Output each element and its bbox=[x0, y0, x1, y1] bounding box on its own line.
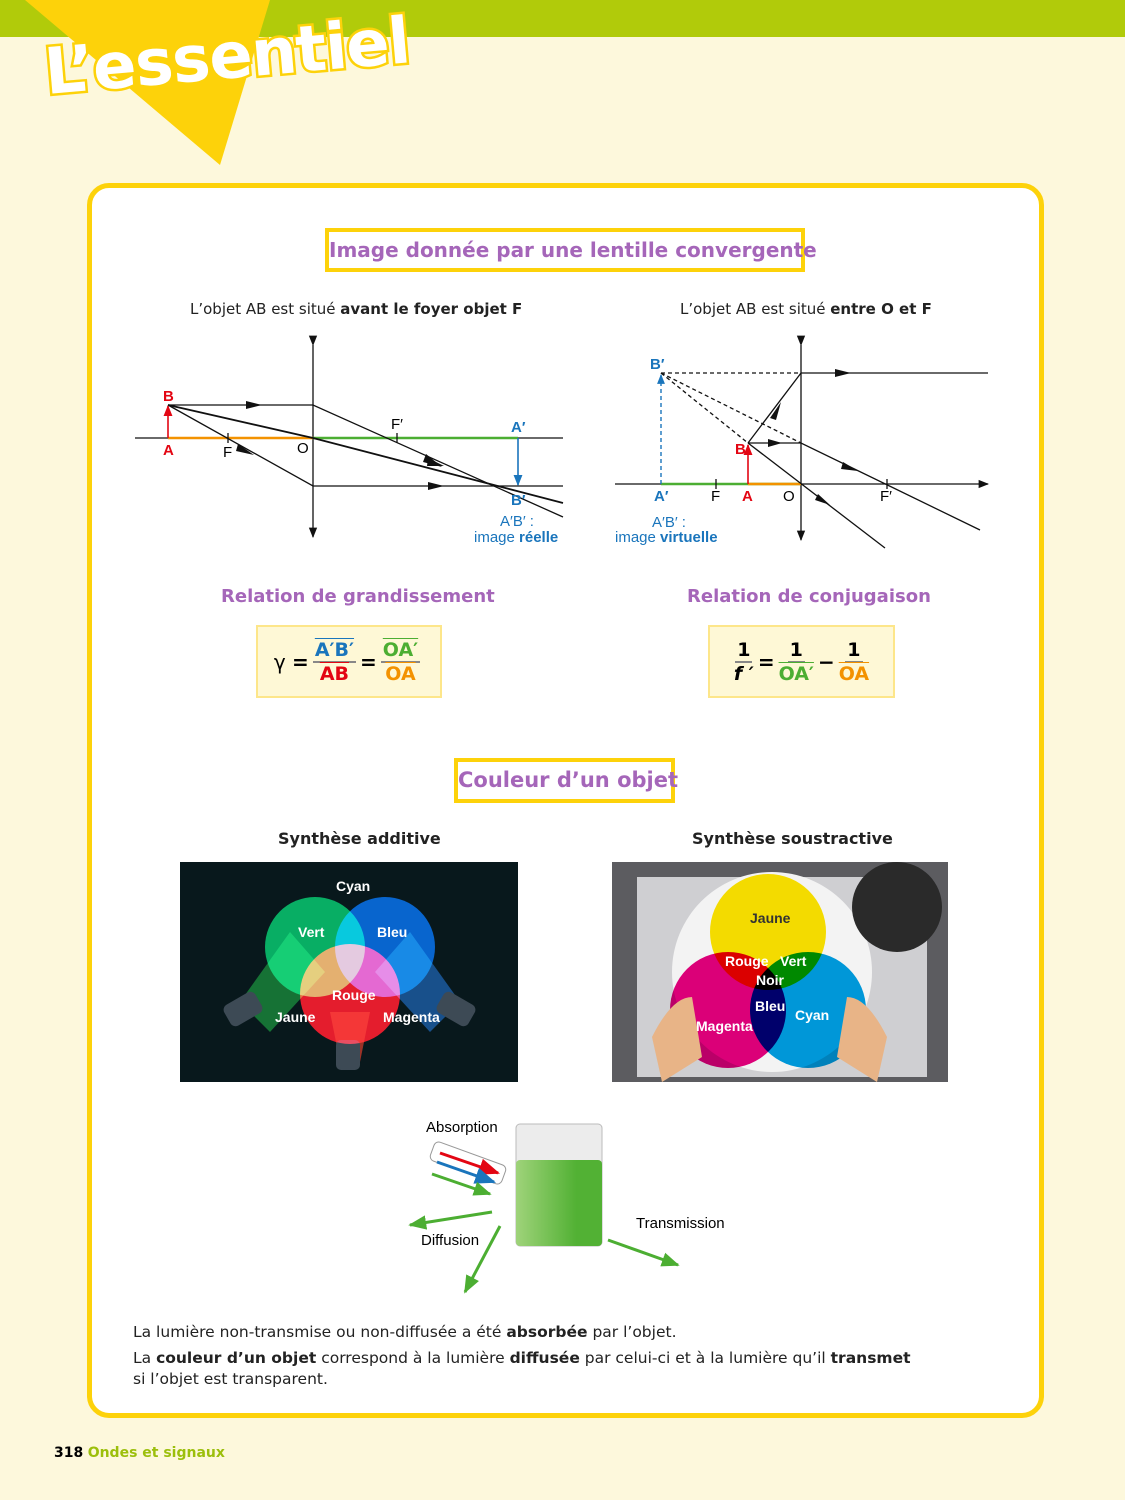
label-B: B bbox=[735, 441, 746, 458]
text-transparent: si l’objet est transparent. bbox=[133, 1370, 328, 1388]
image-type: image virtuelle bbox=[615, 529, 718, 546]
grandissement-formula: γ = A′B′ AB = OA′ OA bbox=[256, 625, 442, 698]
label-B: B bbox=[163, 388, 174, 405]
section-title-couleur: Couleur d’un objet bbox=[454, 758, 678, 803]
label-O: O bbox=[783, 488, 795, 505]
additive-synthesis-image: Cyan Vert Bleu Rouge Jaune Magenta bbox=[180, 862, 518, 1082]
conjugaison-title: Relation de conjugaison bbox=[687, 586, 931, 607]
label-absorption: Absorption bbox=[426, 1119, 498, 1136]
logo-triangle bbox=[25, 0, 270, 165]
label-A-prime: A′ bbox=[654, 488, 669, 505]
label-diffusion: Diffusion bbox=[421, 1232, 480, 1249]
subtractive-synthesis-image: Jaune Rouge Vert Noir Bleu Magenta Cyan bbox=[612, 862, 948, 1082]
additive-title: Synthèse additive bbox=[278, 829, 441, 848]
label-F-prime: F′ bbox=[880, 488, 892, 505]
label-jaune: Jaune bbox=[750, 910, 791, 926]
left-diagram-caption: L’objet AB est situé avant le foyer obje… bbox=[190, 300, 523, 318]
text-absorption: La lumière non-transmise ou non-diffusée… bbox=[133, 1323, 677, 1341]
label-F: F bbox=[223, 444, 233, 461]
label-vert: Vert bbox=[780, 953, 807, 969]
image-type: image réelle bbox=[474, 529, 559, 546]
label-F-prime: F′ bbox=[391, 416, 403, 433]
label-jaune: Jaune bbox=[275, 1009, 316, 1025]
label-bleu: Bleu bbox=[755, 998, 785, 1014]
label-F: F bbox=[711, 488, 721, 505]
label-magenta: Magenta bbox=[383, 1009, 440, 1025]
label-bleu: Bleu bbox=[377, 924, 407, 940]
section-title-lens: Image donnée par une lentille convergent… bbox=[325, 228, 817, 272]
label-A-prime: A′ bbox=[511, 419, 526, 436]
label-noir: Noir bbox=[756, 972, 785, 988]
image-label: A′B′ : bbox=[652, 514, 686, 531]
soustractive-title: Synthèse soustractive bbox=[692, 829, 893, 848]
ray-center bbox=[167, 404, 564, 504]
beaker-illustration bbox=[408, 1123, 680, 1294]
label-A: A bbox=[163, 442, 174, 459]
footer: 318 Ondes et signaux bbox=[54, 1445, 225, 1461]
ray-parallel bbox=[168, 404, 564, 518]
label-transmission: Transmission bbox=[636, 1215, 725, 1232]
label-B-prime: B′ bbox=[650, 356, 665, 373]
label-cyan: Cyan bbox=[795, 1007, 829, 1023]
left-lens-diagram bbox=[135, 335, 564, 539]
label-cyan: Cyan bbox=[336, 878, 370, 894]
ray-focal bbox=[167, 404, 563, 487]
grandissement-title: Relation de grandissement bbox=[221, 586, 495, 607]
right-diagram-caption: L’objet AB est situé entre O et F bbox=[680, 300, 932, 318]
label-O: O bbox=[297, 440, 309, 457]
page-number: 318 bbox=[54, 1445, 84, 1461]
label-magenta: Magenta bbox=[696, 1018, 753, 1034]
label-A: A bbox=[742, 488, 753, 505]
label-rouge: Rouge bbox=[725, 953, 769, 969]
label-rouge: Rouge bbox=[332, 987, 376, 1003]
section-name: Ondes et signaux bbox=[87, 1445, 225, 1461]
label-B-prime: B′ bbox=[511, 492, 526, 509]
image-label: A′B′ : bbox=[500, 513, 534, 530]
text-couleur: La couleur d’un objet correspond à la lu… bbox=[133, 1349, 911, 1367]
label-vert: Vert bbox=[298, 924, 325, 940]
right-lens-diagram bbox=[615, 335, 990, 549]
